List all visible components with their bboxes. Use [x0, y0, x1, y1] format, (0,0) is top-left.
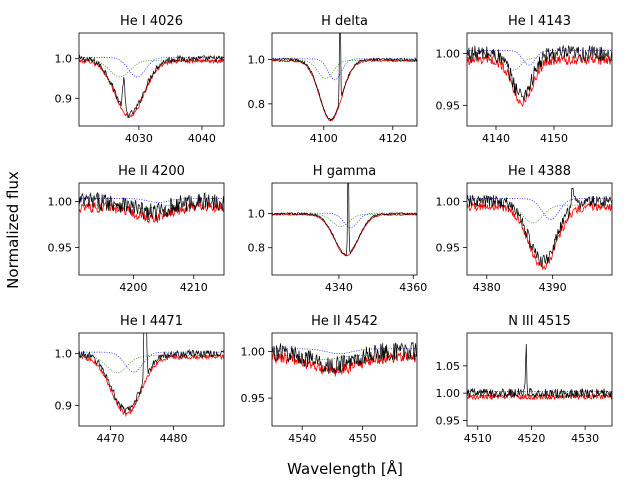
panel-frame [78, 332, 225, 427]
primary-line [79, 351, 224, 373]
observed-line [272, 341, 417, 374]
model-line [467, 54, 612, 107]
x-tick-label: 4510 [464, 432, 492, 445]
x-tick-label: 4340 [325, 281, 353, 294]
y-tick-label: 0.95 [436, 415, 461, 428]
y-tick-label: 1.0 [55, 348, 73, 361]
panel-6: He I 4471 4470 4480 0.9 1.0 [55, 314, 225, 445]
x-tick-label: 4100 [310, 132, 338, 145]
y-tick-label: 1.05 [436, 360, 461, 373]
panel-frame [271, 182, 418, 276]
y-tick-label: 1.0 [248, 54, 266, 67]
y-tick-label: 1.0 [248, 208, 266, 221]
panel-title: He I 4388 [508, 164, 571, 179]
panel-7: He II 4542 4540 4550 0.95 1.00 [241, 314, 418, 445]
panel-frame [271, 32, 418, 127]
panel-title: He I 4026 [120, 14, 183, 29]
y-tick-label: 1.00 [48, 195, 73, 208]
observed-line [272, 183, 417, 256]
observed-line [467, 187, 612, 268]
panel-title: He II 4542 [311, 314, 378, 329]
panel-title: He I 4471 [120, 314, 183, 329]
y-tick-label: 0.9 [55, 92, 73, 105]
observed-line [272, 33, 417, 122]
y-tick-label: 0.95 [436, 99, 461, 112]
observed-line [79, 191, 224, 222]
panel-8: N III 4515 4510 4520 4530 0.95 1.00 1.05 [436, 314, 613, 445]
x-tick-label: 4380 [473, 281, 501, 294]
panel-3: He II 4200 4200 4210 0.95 1.00 [48, 164, 225, 294]
panel-frame [466, 332, 613, 427]
y-tick-label: 1.00 [436, 387, 461, 400]
model-line [272, 213, 417, 257]
y-tick-label: 0.9 [55, 399, 73, 412]
y-axis-label: Normalized flux [4, 171, 22, 289]
model-line [79, 57, 224, 119]
x-tick-label: 4480 [160, 432, 188, 445]
panel-frame [466, 32, 613, 127]
x-tick-label: 4150 [540, 132, 568, 145]
x-axis-label: Wavelength [Å] [287, 459, 403, 478]
panel-frame [78, 32, 225, 127]
x-tick-label: 4470 [97, 432, 125, 445]
observed-line [467, 44, 612, 100]
secondary-line [272, 213, 417, 227]
model-line [467, 202, 612, 271]
primary-line [272, 212, 417, 228]
secondary-line [79, 59, 224, 78]
x-tick-label: 4040 [188, 132, 216, 145]
y-tick-label: 1.00 [436, 48, 461, 61]
secondary-line [79, 355, 224, 374]
y-tick-label: 1.00 [436, 195, 461, 208]
x-tick-label: 4030 [125, 132, 153, 145]
x-tick-label: 4520 [517, 432, 545, 445]
x-tick-label: 4140 [482, 132, 510, 145]
primary-line [79, 198, 224, 203]
panel-4: H gamma 4340 4360 0.8 1.0 [248, 164, 428, 294]
x-tick-label: 4200 [119, 281, 147, 294]
panel-0: He I 4026 4030 4040 0.9 1.0 [55, 14, 225, 145]
y-tick-label: 0.8 [248, 98, 266, 111]
model-line [79, 353, 224, 418]
secondary-line [79, 204, 224, 209]
panel-title: H gamma [313, 164, 376, 179]
x-tick-label: 4540 [288, 432, 316, 445]
x-tick-label: 4360 [399, 281, 427, 294]
x-tick-label: 4550 [349, 432, 377, 445]
primary-line [467, 50, 612, 66]
x-tick-label: 4120 [379, 132, 407, 145]
y-tick-label: 0.95 [241, 392, 266, 405]
y-tick-label: 1.00 [241, 346, 266, 359]
panel-5: He I 4388 4380 4390 0.95 1.00 [436, 164, 613, 294]
model-line [272, 59, 417, 122]
x-tick-label: 4390 [539, 281, 567, 294]
primary-line [272, 58, 417, 81]
panel-1: H delta 4100 4120 0.8 1.0 [248, 14, 418, 145]
y-tick-label: 1.0 [55, 53, 73, 66]
panel-title: He II 4200 [118, 164, 185, 179]
panel-frame [78, 182, 225, 276]
y-tick-label: 0.95 [48, 241, 73, 254]
observed-line [79, 333, 224, 414]
observed-line [467, 343, 612, 399]
primary-line [272, 348, 417, 355]
x-tick-label: 4530 [571, 432, 599, 445]
panel-title: N III 4515 [508, 314, 571, 329]
panel-title: He I 4143 [508, 14, 571, 29]
panel-2: He I 4143 4140 4150 0.95 1.00 [436, 14, 613, 145]
panel-frame [271, 332, 418, 427]
y-tick-label: 0.95 [436, 241, 461, 254]
secondary-line [272, 60, 417, 79]
observed-line [79, 54, 224, 119]
primary-line [467, 198, 612, 220]
panel-title: H delta [321, 14, 368, 29]
x-tick-label: 4210 [180, 281, 208, 294]
y-tick-label: 0.8 [248, 242, 266, 255]
panel-frame [466, 182, 613, 276]
